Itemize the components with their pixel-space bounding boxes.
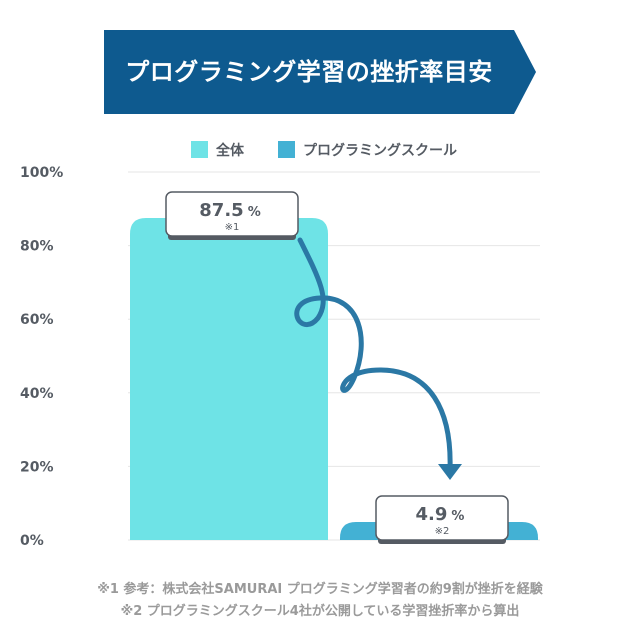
value-label-box <box>165 191 299 237</box>
value-unit: % <box>451 509 464 524</box>
bar-chart: 0%20%40%60%80%100% 87.5 %※14.9 %※2 <box>20 165 540 549</box>
y-tick-label: 20% <box>20 459 54 475</box>
value-number: 4.9 <box>416 504 448 525</box>
y-tick-label: 0% <box>20 533 44 549</box>
chart-bars <box>130 218 538 540</box>
y-tick-label: 80% <box>20 239 54 255</box>
chart-value-labels: 87.5 %※14.9 %※2 <box>165 191 509 544</box>
decrease-arrowhead <box>438 464 462 480</box>
footnote-1: ※1 参考：株式会社SAMURAI プログラミング学習者の約9割が挫折を経験 <box>97 582 543 597</box>
y-tick-label: 40% <box>20 386 54 402</box>
y-axis-ticks: 0% 20% 40% 60% 80% 100% <box>20 165 63 549</box>
value-unit: % <box>248 205 261 220</box>
value-label-text: 4.9% <box>416 504 465 525</box>
legend-label-all: 全体 <box>216 143 244 159</box>
title-banner <box>104 30 536 114</box>
value-label: 4.9 %※2 <box>375 495 509 544</box>
value-label-text: 87.5% <box>199 200 260 221</box>
value-label-box <box>375 495 509 541</box>
decrease-arrow <box>294 237 453 473</box>
footnote-2: ※2 プログラミングスクール4社が公開している学習挫折率から算出 <box>120 604 520 619</box>
page-title: プログラミング学習の挫折率目安 <box>125 58 493 86</box>
legend-swatch-school <box>278 141 295 158</box>
legend-item-school: プログラミングスクール <box>278 140 457 162</box>
value-note: ※2 <box>435 526 450 537</box>
value-label: 87.5 %※1 <box>165 191 299 240</box>
legend-swatch-all <box>191 141 208 158</box>
value-number: 87.5 <box>199 200 243 221</box>
value-note: ※1 <box>225 222 240 233</box>
title-banner-shape <box>104 30 536 114</box>
bar-all <box>130 218 328 540</box>
chart-legend: 全体 プログラミングスクール <box>0 140 640 162</box>
legend-item-all: 全体 <box>191 140 244 162</box>
legend-label-school: プログラミングスクール <box>303 143 457 159</box>
y-tick-label: 60% <box>20 312 54 328</box>
y-tick-label: 100% <box>20 165 63 181</box>
